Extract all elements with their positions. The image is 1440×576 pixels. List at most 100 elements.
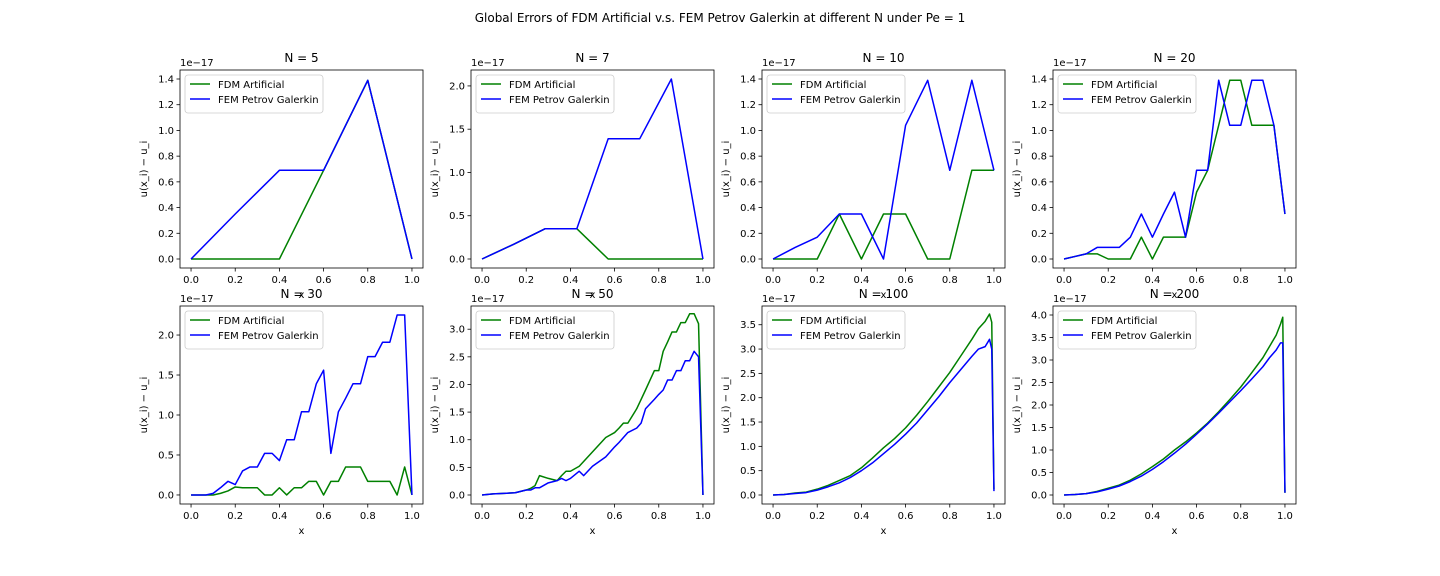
y-tick-label: 0.6 (740, 177, 756, 188)
legend: FDM Artificial FEM Petrov Galerkin (184, 74, 324, 114)
x-tick-label: 0.8 (1233, 275, 1249, 286)
subplot: 0.0 0.2 0.4 0.6 0.8 1.0 0.0 0.2 0.4 0.6 0.8 1.0 1.2 1… (721, 51, 1006, 301)
plot-frame (1052, 69, 1297, 269)
x-tick-label: 0.6 (607, 511, 623, 522)
plot-frame (179, 305, 424, 505)
y-tick-label: 1.4 (1031, 75, 1047, 86)
x-tick-label: 1.0 (1277, 275, 1293, 286)
y-tick-label: 2.0 (158, 331, 174, 342)
x-tick-label: 1.0 (1277, 511, 1293, 522)
series-line-fem (773, 338, 995, 496)
plot-frame (761, 305, 1006, 505)
legend-box (1057, 310, 1197, 350)
x-tick-label: 0.6 (607, 275, 623, 286)
x-tick-label: 0.8 (1233, 511, 1249, 522)
y-tick-label: 1.2 (1031, 100, 1047, 111)
x-tick-label: 0.4 (271, 275, 287, 286)
y-tick-label: 4.0 (1031, 311, 1047, 322)
y-tick-label: 3.5 (1031, 333, 1047, 344)
legend-box (475, 310, 615, 350)
y-tick-label: 1.0 (1031, 126, 1047, 137)
y-tick-label: 1.4 (740, 75, 756, 86)
y-tick-label: 0.4 (158, 203, 174, 214)
y-axis-label: u(x_i) − u_i (1012, 141, 1023, 198)
x-tick-label: 1.0 (986, 275, 1002, 286)
legend-label-fem: FEM Petrov Galerkin (509, 331, 610, 342)
y-tick-label: 0.8 (1031, 152, 1047, 163)
y-tick-label: 0.0 (740, 255, 756, 266)
y-tick-label: 1.5 (449, 408, 465, 419)
subplot-title: N = 7 (575, 51, 609, 65)
legend-label-fdm: FDM Artificial (800, 80, 866, 91)
y-tick-label: 1.0 (449, 435, 465, 446)
series-line-fem (1063, 79, 1286, 260)
x-tick-label: 0.2 (809, 511, 825, 522)
legend: FDM Artificial FEM Petrov Galerkin (475, 310, 615, 350)
x-tick-label: 0.6 (898, 275, 914, 286)
legend-label-fem: FEM Petrov Galerkin (800, 95, 901, 106)
x-tick-label: 0.0 (1056, 275, 1072, 286)
x-tick-label: 0.8 (942, 511, 958, 522)
legend: FDM Artificial FEM Petrov Galerkin (1057, 74, 1197, 114)
subplot: 0.0 0.2 0.4 0.6 0.8 1.0 0.0 0.5 1.0 1.5 2.0 2.5 3.0 3… (1012, 287, 1297, 537)
y-tick-label: 3.5 (740, 320, 756, 331)
x-tick-label: 0.4 (562, 511, 578, 522)
x-tick-label: 0.2 (227, 275, 243, 286)
x-tick-label: 0.2 (227, 511, 243, 522)
legend-label-fdm: FDM Artificial (1091, 316, 1157, 327)
x-axis-label: x (1172, 290, 1178, 301)
x-tick-label: 0.0 (183, 275, 199, 286)
legend-box (766, 310, 906, 350)
legend-box (184, 74, 324, 114)
x-tick-label: 0.4 (853, 275, 869, 286)
plot-frame (179, 69, 424, 269)
x-tick-label: 0.0 (765, 275, 781, 286)
series-line-fdm (191, 466, 413, 496)
y-tick-label: 1.5 (740, 418, 756, 429)
x-axis-label: x (590, 290, 596, 301)
legend-label-fdm: FDM Artificial (509, 316, 575, 327)
subplot: 0.0 0.2 0.4 0.6 0.8 1.0 0.0 0.5 1.0 1.5 2.0 2.5 3.0 1… (430, 287, 715, 537)
x-tick-label: 0.2 (1100, 275, 1116, 286)
x-axis-label: x (299, 290, 305, 301)
axis-offset-text: 1e−17 (1053, 58, 1087, 69)
y-tick-label: 0.0 (158, 490, 174, 501)
x-tick-label: 0.8 (360, 275, 376, 286)
y-tick-label: 0.4 (1031, 203, 1047, 214)
subplot: 0.0 0.2 0.4 0.6 0.8 1.0 0.0 0.2 0.4 0.6 0.8 1.0 1.2 1… (1012, 51, 1297, 301)
legend-label-fdm: FDM Artificial (218, 80, 284, 91)
y-tick-label: 2.0 (1031, 401, 1047, 412)
y-tick-label: 3.0 (740, 345, 756, 356)
x-tick-label: 0.0 (1056, 511, 1072, 522)
series-line-fdm (481, 312, 704, 496)
axis-offset-text: 1e−17 (180, 294, 214, 305)
x-tick-label: 0.6 (898, 511, 914, 522)
x-tick-label: 1.0 (695, 511, 711, 522)
x-axis-label: x (881, 290, 887, 301)
x-axis-label: x (881, 526, 887, 537)
subplot: 0.0 0.2 0.4 0.6 0.8 1.0 0.0 0.5 1.0 1.5 2.0 1e−17 N … (430, 51, 715, 301)
legend-label-fem: FEM Petrov Galerkin (218, 95, 319, 106)
legend: FDM Artificial FEM Petrov Galerkin (766, 310, 906, 350)
x-tick-label: 1.0 (404, 511, 420, 522)
x-tick-label: 0.8 (651, 275, 667, 286)
axis-offset-text: 1e−17 (471, 58, 505, 69)
y-tick-label: 0.0 (158, 255, 174, 266)
legend-label-fdm: FDM Artificial (800, 316, 866, 327)
x-tick-label: 0.2 (1100, 511, 1116, 522)
subplot-title: N = 5 (284, 51, 318, 65)
x-tick-label: 0.6 (316, 275, 332, 286)
x-tick-label: 1.0 (695, 275, 711, 286)
y-axis-label: u(x_i) − u_i (139, 377, 150, 434)
x-tick-label: 0.0 (474, 275, 490, 286)
legend-label-fem: FEM Petrov Galerkin (509, 95, 610, 106)
x-tick-label: 0.0 (183, 511, 199, 522)
x-tick-label: 0.2 (518, 511, 534, 522)
y-tick-label: 1.0 (1031, 446, 1047, 457)
y-tick-label: 1.5 (449, 125, 465, 136)
y-axis-label: u(x_i) − u_i (721, 141, 732, 198)
y-tick-label: 0.0 (449, 255, 465, 266)
y-tick-label: 2.0 (449, 81, 465, 92)
y-tick-label: 1.0 (158, 410, 174, 421)
